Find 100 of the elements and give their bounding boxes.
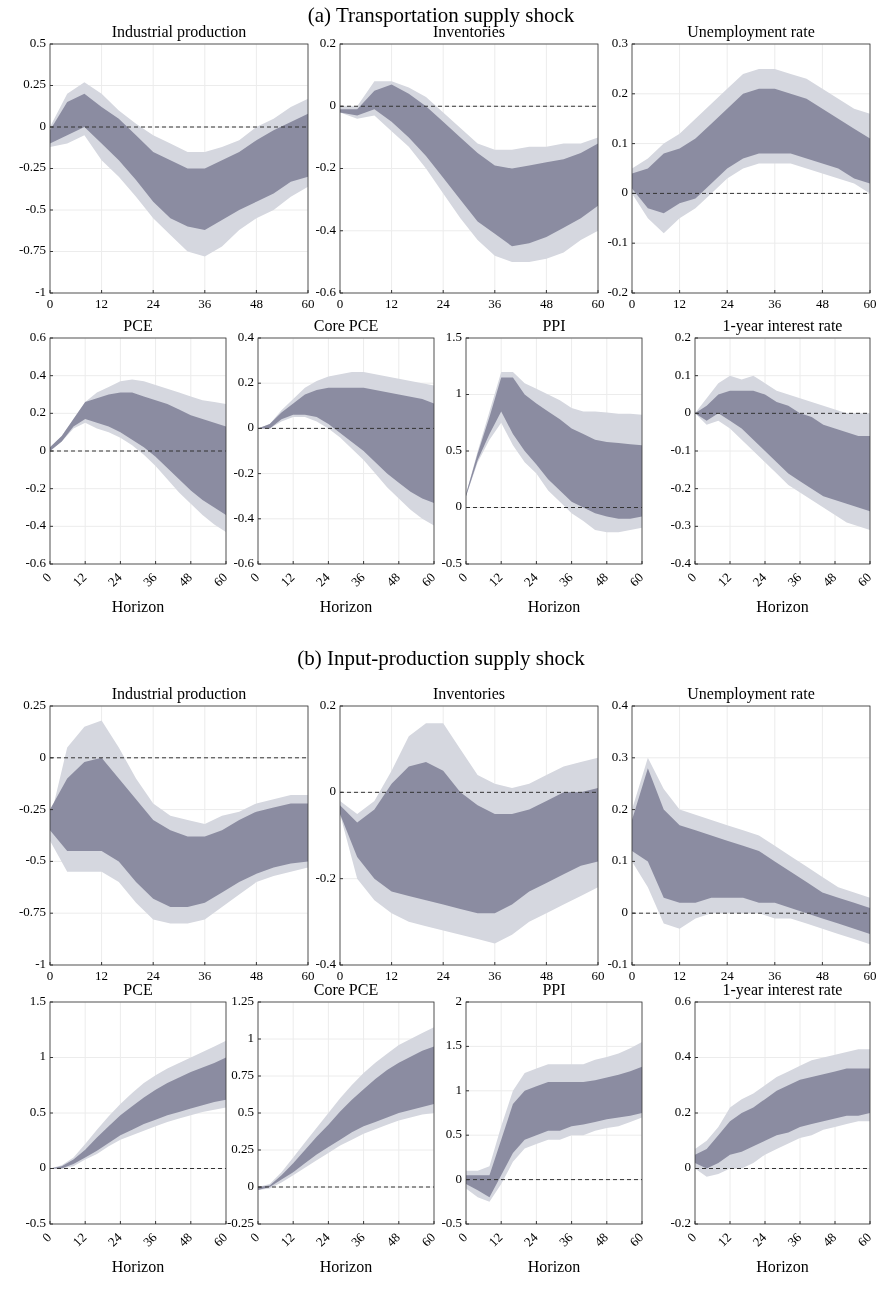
y-tick-label: 0 [39,748,46,764]
y-tick-label: 1 [455,385,462,401]
y-tick-label: -0.6 [25,554,47,570]
x-tick-label: 12 [385,296,399,311]
x-tick-label: 60 [591,296,605,311]
y-tick-label: 0.25 [231,1140,254,1156]
x-axis-title: Horizon [111,1258,165,1275]
x-tick-label: 60 [301,968,315,983]
y-tick-label: 0.1 [611,134,628,150]
x-tick-label: 36 [768,968,782,983]
x-tick-label: 48 [591,569,612,590]
y-tick-label: 0 [329,783,336,799]
y-tick-label: -0.2 [233,464,254,480]
x-tick-label: 60 [854,1229,875,1250]
x-tick-label: 12 [69,1229,90,1250]
x-tick-label: 24 [312,569,333,590]
y-tick-label: 0 [247,419,254,435]
y-tick-label: 0.2 [611,84,628,100]
y-tick-label: -0.6 [315,283,337,299]
y-tick-label: 0 [455,1170,462,1186]
x-tick-label: 36 [784,1229,805,1250]
y-tick-label: 1.5 [445,1037,462,1053]
x-tick-label: 36 [348,1229,369,1250]
x-tick-label: 36 [348,569,369,590]
x-tick-label: 36 [556,569,577,590]
x-tick-label: 12 [385,968,399,983]
y-tick-label: -0.75 [18,904,46,920]
x-tick-label: 12 [485,569,506,590]
x-tick-label: 36 [140,569,161,590]
y-tick-label: -0.6 [233,554,255,570]
chart-title: PCE [123,981,153,998]
y-tick-label: -0.3 [670,517,691,533]
y-tick-label: 1.5 [445,328,462,344]
y-tick-label: 0.2 [29,404,46,420]
y-tick-label: -0.4 [233,509,255,525]
x-tick-label: 24 [312,1229,333,1250]
y-tick-label: 0 [684,404,691,420]
y-tick-label: 2 [455,992,462,1008]
x-tick-label: 48 [815,296,829,311]
y-tick-label: -0.25 [226,1214,254,1230]
x-tick-label: 12 [714,1229,735,1250]
x-tick-label: 36 [556,1229,577,1250]
x-tick-label: 36 [488,296,502,311]
x-tick-label: 60 [418,569,439,590]
x-tick-label: 60 [854,569,875,590]
x-tick-label: 36 [140,1229,161,1250]
y-tick-label: -0.5 [441,554,462,570]
x-tick-label: 48 [249,968,263,983]
x-tick-label: 12 [673,968,687,983]
x-tick-label: 60 [591,968,605,983]
y-tick-label: -1 [35,283,46,299]
x-tick-label: 24 [436,968,451,983]
y-tick-label: -0.1 [670,441,691,457]
x-tick-label: 24 [520,569,541,590]
x-tick-label: 48 [819,569,840,590]
x-tick-label: 48 [539,296,553,311]
x-axis-title: Horizon [756,1258,809,1275]
y-tick-label: 1 [247,1029,254,1045]
y-tick-label: -0.2 [315,159,336,175]
chart-title: Unemployment rate [687,685,815,703]
y-tick-label: 0 [684,1159,691,1175]
x-tick-label: 60 [210,569,231,590]
y-tick-label: -0.5 [441,1214,462,1230]
chart-title: Inventories [433,685,505,702]
chart-title: Core PCE [313,981,379,998]
y-tick-label: 0.5 [237,1103,254,1119]
y-tick-label: -0.4 [25,517,47,533]
y-tick-label: 0 [39,117,46,133]
chart-title: Industrial production [111,23,247,41]
y-tick-label: 0.5 [29,1103,46,1119]
y-tick-label: 0.5 [445,1126,462,1142]
x-tick-label: 24 [104,1229,125,1250]
y-tick-label: 0.3 [611,34,628,50]
y-tick-label: 0.4 [29,366,47,382]
y-tick-label: -0.2 [607,283,628,299]
x-tick-label: 48 [249,296,263,311]
y-tick-label: 0.2 [674,1103,691,1119]
y-tick-label: -0.4 [315,955,337,971]
x-tick-label: 24 [520,1229,541,1250]
y-tick-label: -0.25 [18,159,46,175]
y-tick-label: 0.2 [611,800,628,816]
y-tick-label: 0.5 [29,34,46,50]
y-tick-label: 0.1 [674,366,691,382]
y-tick-label: -0.5 [25,200,46,216]
x-tick-label: 60 [863,296,877,311]
y-tick-label: 0.6 [29,328,47,344]
y-tick-label: 0.75 [231,1066,254,1082]
y-tick-label: -0.1 [607,955,628,971]
chart-title: 1-year interest rate [722,981,843,999]
x-tick-label: 36 [198,968,212,983]
y-tick-label: -0.1 [607,234,628,250]
x-tick-label: 24 [749,569,770,590]
y-tick-label: 1.5 [29,992,46,1008]
x-tick-label: 12 [277,569,298,590]
x-tick-label: 48 [591,1229,612,1250]
y-tick-label: 1 [39,1048,46,1064]
y-tick-label: 0.4 [237,328,255,344]
x-tick-label: 36 [488,968,502,983]
x-axis-title: Horizon [319,1258,373,1275]
x-tick-label: 24 [720,296,735,311]
